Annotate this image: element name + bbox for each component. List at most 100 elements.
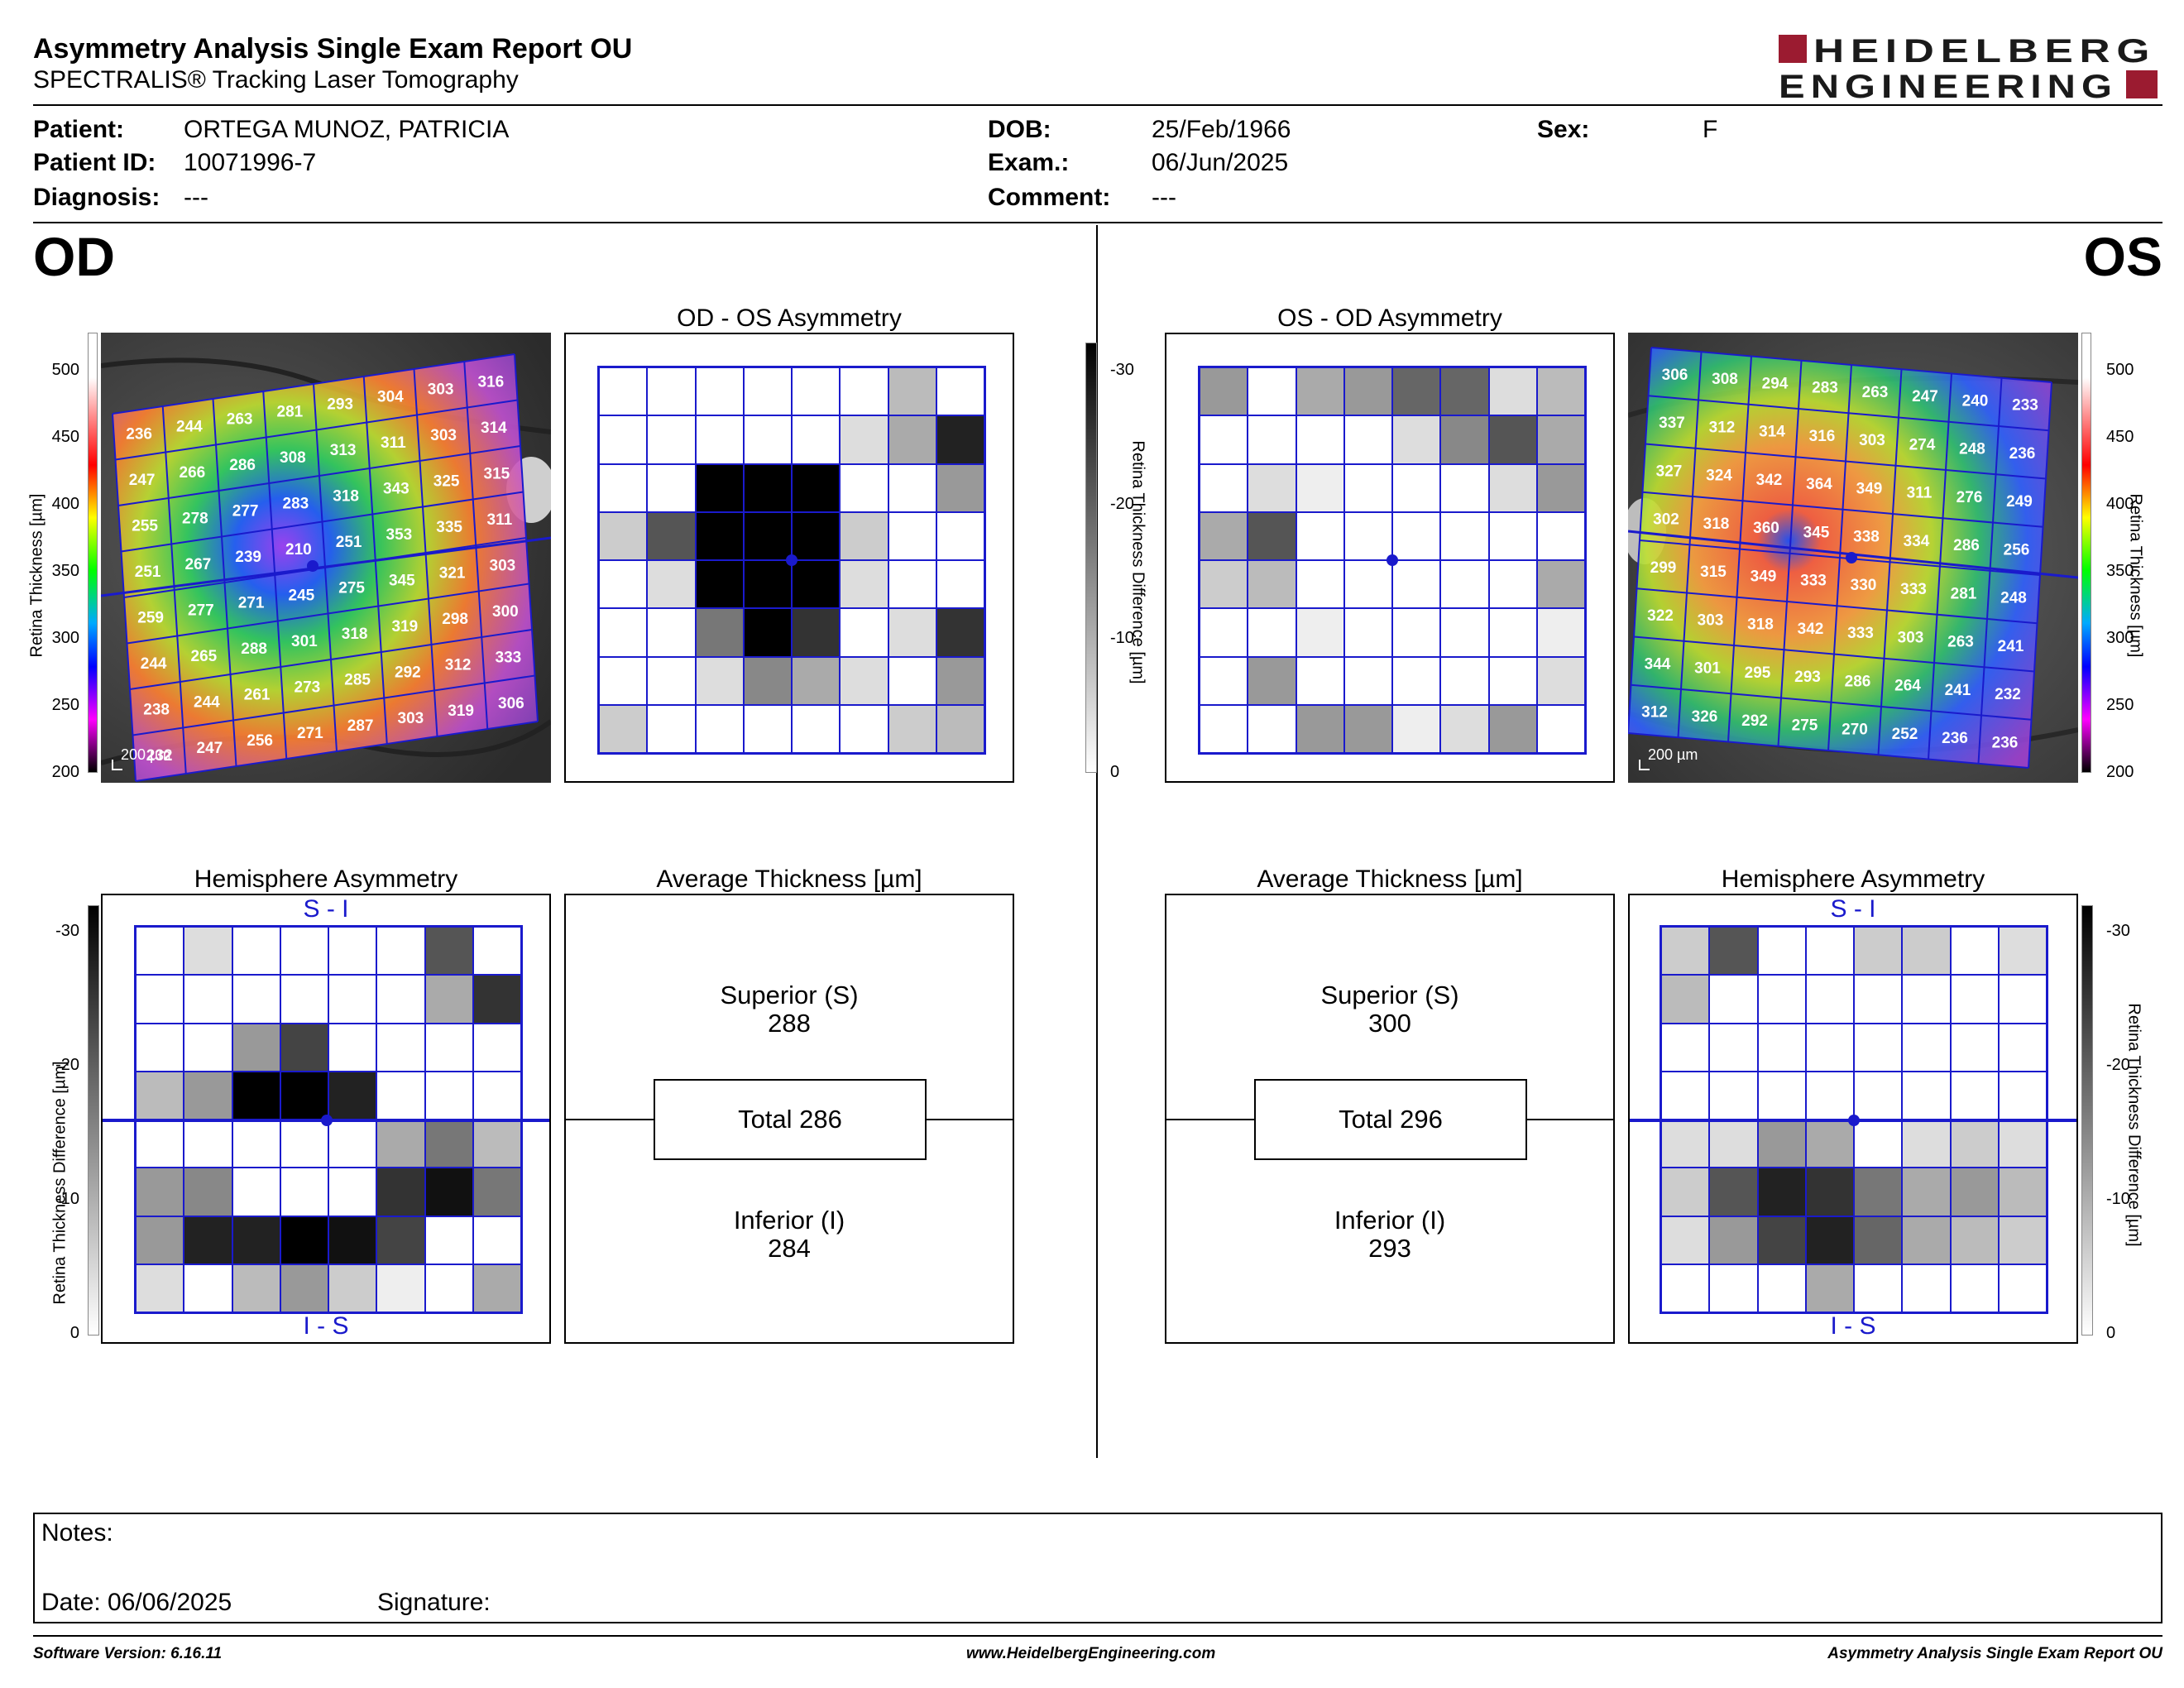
od-thickness-value: 292 bbox=[395, 664, 421, 681]
od-asym-grid bbox=[597, 366, 986, 755]
od-hemi-cell bbox=[424, 1023, 473, 1072]
axis-tick-label: 500 bbox=[2106, 361, 2134, 379]
od-hemi-cell bbox=[232, 927, 280, 976]
os-thickness-value: 292 bbox=[1741, 712, 1768, 730]
os-thickness-value: 322 bbox=[1647, 607, 1674, 625]
date-label: Date: 06/06/2025 bbox=[41, 1589, 232, 1616]
axis-tick-label: -20 bbox=[2106, 1056, 2130, 1074]
os-thickness-value: 283 bbox=[1812, 380, 1838, 397]
os-thickness-value: 314 bbox=[1759, 424, 1785, 441]
od-asym-cell bbox=[743, 415, 792, 464]
os-thickness-value: 240 bbox=[1962, 392, 1989, 410]
os-asym-panel bbox=[1165, 333, 1615, 783]
os-map-gridline bbox=[1636, 587, 2038, 625]
od-asym-cell bbox=[647, 608, 696, 657]
os-hemi-cell bbox=[1998, 1168, 2047, 1216]
od-thickness-value: 343 bbox=[383, 480, 410, 497]
os-asym-cell bbox=[1488, 463, 1537, 512]
os-hemi-cell bbox=[1854, 975, 1903, 1024]
od-asym-cell bbox=[888, 367, 936, 416]
od-hemi-cell bbox=[136, 1071, 184, 1120]
od-asym-cell bbox=[695, 415, 744, 464]
os-asym-cell bbox=[1248, 560, 1296, 609]
os-hemi-cell bbox=[1661, 1023, 1710, 1072]
od-thickness-colorbar bbox=[88, 333, 98, 773]
od-asym-cell bbox=[695, 560, 744, 609]
center-diff-axis-title: Retina Thickness Difference [µm] bbox=[1128, 440, 1147, 684]
os-asym-cell bbox=[1248, 511, 1296, 560]
os-asym-cell bbox=[1488, 367, 1537, 416]
os-asym-cell bbox=[1296, 608, 1344, 657]
od-map-gridline bbox=[135, 721, 539, 782]
od-asym-title: OD - OS Asymmetry bbox=[677, 305, 902, 332]
os-thickness-value: 302 bbox=[1653, 511, 1679, 529]
os-asym-cell bbox=[1248, 656, 1296, 705]
os-avg-title: Average Thickness [µm] bbox=[1257, 866, 1523, 893]
os-thickness-value: 324 bbox=[1706, 468, 1732, 485]
os-asym-cell bbox=[1248, 608, 1296, 657]
os-hemi-top-label: S - I bbox=[1830, 895, 1876, 923]
axis-tick-label: 400 bbox=[2106, 495, 2134, 513]
os-asym-title: OS - OD Asymmetry bbox=[1277, 305, 1502, 332]
od-thickness-value: 281 bbox=[277, 403, 304, 420]
os-hemi-cell bbox=[1661, 1264, 1710, 1312]
od-hemi-cell bbox=[424, 1071, 473, 1120]
od-thickness-value: 316 bbox=[478, 373, 505, 391]
os-hemi-cell bbox=[1950, 927, 1999, 976]
os-asym-cell bbox=[1296, 704, 1344, 753]
od-scale-label: 200 µm bbox=[121, 746, 171, 763]
od-asym-cell bbox=[888, 656, 936, 705]
axis-tick-label: 300 bbox=[2106, 629, 2134, 647]
os-thickness-value: 301 bbox=[1694, 660, 1721, 678]
os-hemi-cell bbox=[1661, 1071, 1710, 1120]
os-hemi-cell bbox=[1902, 1120, 1951, 1168]
os-map-gridline bbox=[1928, 373, 1952, 760]
os-asym-cell bbox=[1440, 560, 1489, 609]
os-asym-cell bbox=[1488, 656, 1537, 705]
od-asym-cell bbox=[792, 608, 841, 657]
od-hemi-cell bbox=[424, 1264, 473, 1312]
od-thickness-value: 244 bbox=[194, 693, 220, 711]
od-thickness-value: 293 bbox=[327, 396, 353, 413]
os-asym-cell bbox=[1296, 511, 1344, 560]
od-hemi-cell bbox=[136, 1023, 184, 1072]
od-thickness-value: 319 bbox=[448, 703, 474, 720]
od-hemi-cell bbox=[136, 1216, 184, 1264]
os-asym-cell bbox=[1536, 704, 1585, 753]
os-thickness-value: 303 bbox=[1859, 432, 1885, 449]
od-asym-cell bbox=[695, 367, 744, 416]
od-asym-cell bbox=[792, 704, 841, 753]
axis-tick-label: 200 bbox=[2106, 763, 2134, 781]
axis-tick-label: 500 bbox=[51, 361, 79, 379]
os-hemi-cell bbox=[1950, 1168, 1999, 1216]
dob-label: DOB: bbox=[988, 116, 1051, 143]
od-asym-cell bbox=[743, 367, 792, 416]
notes-box[interactable]: Notes: Date: 06/06/2025 Signature: bbox=[33, 1513, 2162, 1623]
od-thickness-value: 283 bbox=[283, 495, 309, 512]
os-hemi-fovea-marker bbox=[1848, 1115, 1860, 1126]
os-hemi-cell bbox=[1854, 1216, 1903, 1264]
os-asym-cell bbox=[1343, 560, 1392, 609]
od-hemi-cell bbox=[424, 975, 473, 1024]
os-thickness-value: 318 bbox=[1747, 616, 1774, 634]
od-hemi-fovea-marker bbox=[321, 1115, 333, 1126]
od-asym-cell bbox=[888, 560, 936, 609]
axis-tick-label: -30 bbox=[2106, 922, 2130, 940]
od-hemi-cell bbox=[280, 1120, 328, 1168]
os-asym-cell bbox=[1392, 367, 1441, 416]
od-thickness-value: 244 bbox=[141, 655, 167, 673]
os-hemi-cell bbox=[1902, 1023, 1951, 1072]
os-thickness-value: 281 bbox=[1951, 585, 1977, 602]
od-asym-cell bbox=[695, 608, 744, 657]
os-asym-cell bbox=[1296, 463, 1344, 512]
od-thickness-value: 303 bbox=[428, 381, 454, 398]
od-asym-cell bbox=[695, 511, 744, 560]
os-thickness-value: 333 bbox=[1847, 625, 1874, 642]
od-asym-cell bbox=[647, 511, 696, 560]
os-hemi-cell bbox=[1854, 1264, 1903, 1312]
os-asym-fovea-marker bbox=[1387, 554, 1398, 566]
od-hemi-cell bbox=[184, 975, 232, 1024]
patient-id-value: 10071996-7 bbox=[184, 149, 317, 176]
website-link[interactable]: www.HeidelbergEngineering.com bbox=[966, 1645, 1216, 1662]
axis-tick-label: 400 bbox=[51, 495, 79, 513]
